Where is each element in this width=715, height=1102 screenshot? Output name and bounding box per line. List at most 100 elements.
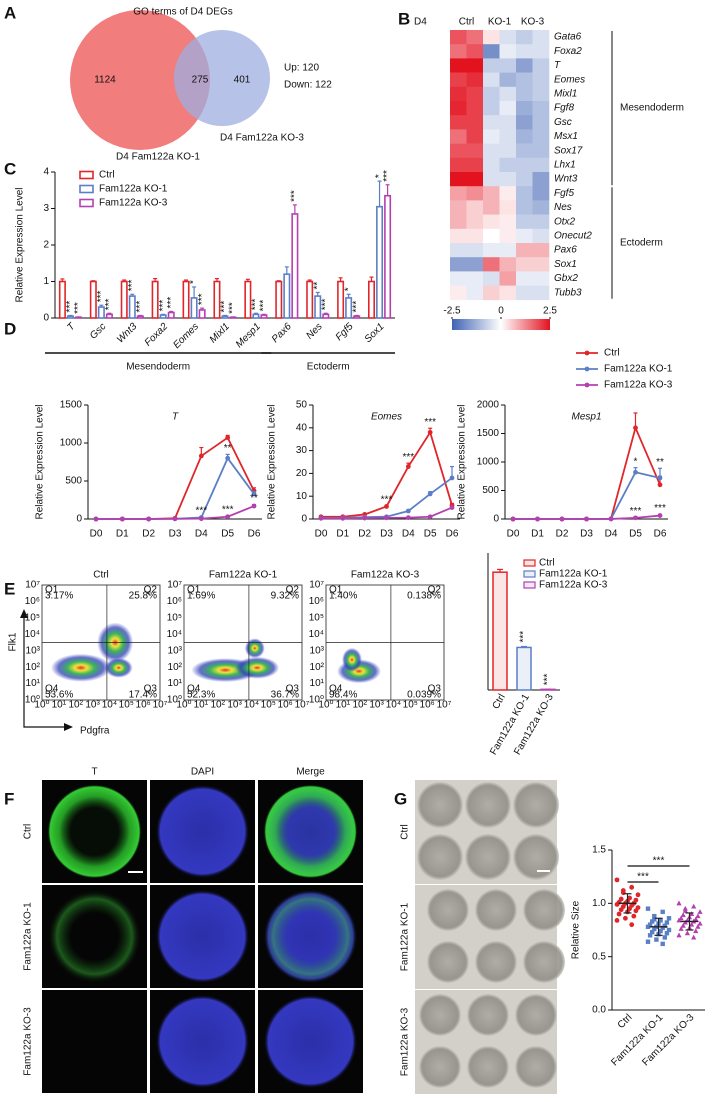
heatmap-cell: [466, 143, 484, 159]
legend-swatch: [79, 170, 94, 180]
heatmap-cell: [483, 101, 500, 116]
heatmap-cell: [450, 129, 467, 144]
venn-set-label: D4 Fam122a KO-3: [220, 133, 304, 144]
row-label: Fam122a KO-3: [400, 1007, 411, 1076]
color-scale: [452, 319, 550, 330]
significance: *: [343, 287, 354, 291]
y-tick-label: 10³: [26, 645, 41, 656]
spheroid: [419, 1046, 461, 1088]
x-tick-label: D3: [169, 529, 182, 540]
y-tick-label: 10⁴: [25, 629, 40, 640]
point: [691, 934, 697, 940]
x-tick-label: D1: [336, 529, 349, 540]
heatmap-cell: [532, 143, 550, 159]
y-tick-label: 10⁶: [25, 596, 40, 607]
spheroid: [513, 834, 559, 880]
point: [645, 906, 651, 911]
spheroid: [475, 941, 517, 983]
bar: [275, 280, 283, 319]
significance: *: [634, 456, 638, 467]
heatmap-cell: [516, 214, 533, 230]
x-tick-label: Mesp1: [234, 321, 263, 350]
quadrant-value: 1.40%: [329, 591, 357, 602]
y-axis-label: Relative Expression Level: [15, 187, 26, 302]
spheroid: [523, 889, 565, 931]
point: [684, 930, 690, 936]
x-tick-label: D3: [380, 529, 393, 540]
significance: **: [656, 457, 664, 468]
density: [244, 638, 265, 659]
panel-label: G: [394, 789, 407, 808]
significance: ***: [197, 293, 208, 305]
gene-label: Tubb3: [554, 287, 582, 298]
heatmap-cell: [499, 186, 517, 201]
y-tick-label: 1500: [477, 428, 500, 439]
spheroid: [513, 782, 559, 828]
significance: *: [189, 280, 200, 284]
spheroid: [467, 1046, 509, 1088]
spheroid: [419, 994, 461, 1036]
quadrant-value: 17.4%: [129, 690, 157, 701]
gene-label: Nes: [554, 202, 572, 213]
y-axis-label: Relative Expression Level: [267, 404, 278, 519]
y-tick-label: 10²: [310, 662, 325, 673]
x-tick-label: 10²: [352, 700, 367, 711]
point: [697, 909, 703, 914]
significance: ***: [402, 452, 414, 463]
quadrant-name: Q3: [428, 684, 442, 695]
point: [678, 915, 684, 921]
heatmap-cell: [499, 44, 517, 59]
legend-label: Ctrl: [539, 558, 555, 569]
heatmap-cell: [532, 115, 550, 130]
plot-title: Fam122a KO-3: [351, 570, 420, 581]
venn-circle: [174, 30, 270, 126]
x-tick-label: D5: [629, 529, 642, 540]
arrow-head: [20, 609, 28, 618]
heatmap-cell: [483, 30, 500, 45]
heatmap-cell: [466, 72, 484, 88]
heatmap-cell: [466, 186, 484, 201]
group-label: Ectoderm: [620, 238, 663, 249]
x-tick-label: 10⁷: [437, 700, 452, 711]
point: [693, 928, 699, 934]
gene-label: Otx2: [554, 216, 576, 227]
heatmap-cell: [516, 86, 533, 102]
quadrant-value: 0.138%: [407, 591, 441, 602]
plot-title: Ctrl: [93, 570, 109, 581]
heatmap-cell: [450, 214, 467, 230]
point: [666, 916, 672, 921]
x-tick-label: Mixl1: [208, 321, 232, 345]
point: [225, 514, 231, 520]
heatmap-cell: [532, 200, 550, 215]
legend-label: Fam122a KO-3: [539, 580, 608, 591]
point: [662, 935, 667, 940]
gene-label: T: [554, 60, 561, 71]
scale-tick-label: -2.5: [443, 306, 461, 317]
y-tick-label: 10⁰: [25, 695, 40, 706]
gene-label: Pax6: [554, 245, 577, 256]
point: [645, 924, 651, 929]
arrow-head: [64, 723, 73, 731]
point: [678, 926, 684, 931]
significance: *: [374, 174, 385, 178]
heatmap-cell: [516, 285, 533, 301]
heatmap-cell: [483, 157, 500, 173]
heatmap-cell: [466, 30, 484, 45]
legend-marker: [584, 366, 590, 372]
x-tick-label: D0: [315, 529, 328, 540]
y-tick-label: 10⁷: [25, 580, 40, 591]
point: [635, 892, 641, 898]
legend-swatch: [523, 570, 536, 578]
heatmap-cell: [466, 101, 484, 116]
heatmap-cell: [516, 157, 533, 173]
spheroid: [515, 1046, 557, 1088]
legend-swatch: [79, 198, 94, 208]
legend-label: Fam122a KO-3: [99, 198, 168, 209]
nuclei: [263, 994, 358, 1089]
significance: ***: [637, 872, 649, 883]
spheroid: [427, 889, 469, 931]
spheroid: [417, 834, 463, 880]
chart-title: Eomes: [371, 412, 402, 423]
row-label: Fam122a KO-3: [23, 1007, 34, 1076]
